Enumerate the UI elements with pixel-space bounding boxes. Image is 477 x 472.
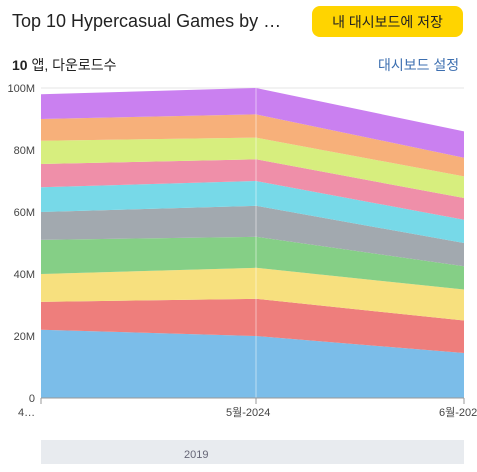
x-tick-label: 5월-2024: [226, 406, 270, 418]
area-series-4[interactable]: [41, 236, 464, 290]
area-series-8[interactable]: [41, 137, 464, 199]
area-series-group: [41, 88, 464, 398]
save-to-dashboard-button[interactable]: 내 대시보드에 저장: [312, 6, 463, 37]
area-series-6[interactable]: [41, 181, 464, 243]
area-series-10[interactable]: [41, 88, 464, 158]
y-tick-label: 20M: [14, 331, 35, 343]
area-series-3[interactable]: [41, 267, 464, 321]
metric-label: 앱, 다운로드수: [27, 57, 117, 73]
y-tick-label: 40M: [14, 269, 35, 281]
y-tick-label: 0: [29, 393, 35, 405]
timeline-year-label: 2019: [184, 449, 209, 461]
app-count: 10: [12, 57, 28, 73]
x-tick-label: 6월-2024: [439, 406, 477, 418]
y-tick-label: 60M: [14, 207, 35, 219]
stacked-area-chart: 0 20M 40M 60M 80M 100M 4… 5월-2024 6월-2024: [7, 83, 477, 418]
area-series-2[interactable]: [41, 298, 464, 354]
x-tick-label: 4…: [18, 407, 35, 418]
area-series-1[interactable]: [41, 329, 464, 398]
chart-subtitle: 10 앱, 다운로드수: [12, 55, 117, 75]
area-series-9[interactable]: [41, 114, 464, 177]
timeline-navigator[interactable]: [41, 440, 464, 464]
area-series-7[interactable]: [41, 159, 464, 220]
y-tick-label: 80M: [14, 145, 35, 157]
dashboard-settings-link[interactable]: 대시보드 설정: [378, 57, 460, 73]
area-series-5[interactable]: [41, 205, 464, 267]
y-tick-label: 100M: [7, 83, 35, 95]
page-title: Top 10 Hypercasual Games by …: [12, 11, 282, 31]
